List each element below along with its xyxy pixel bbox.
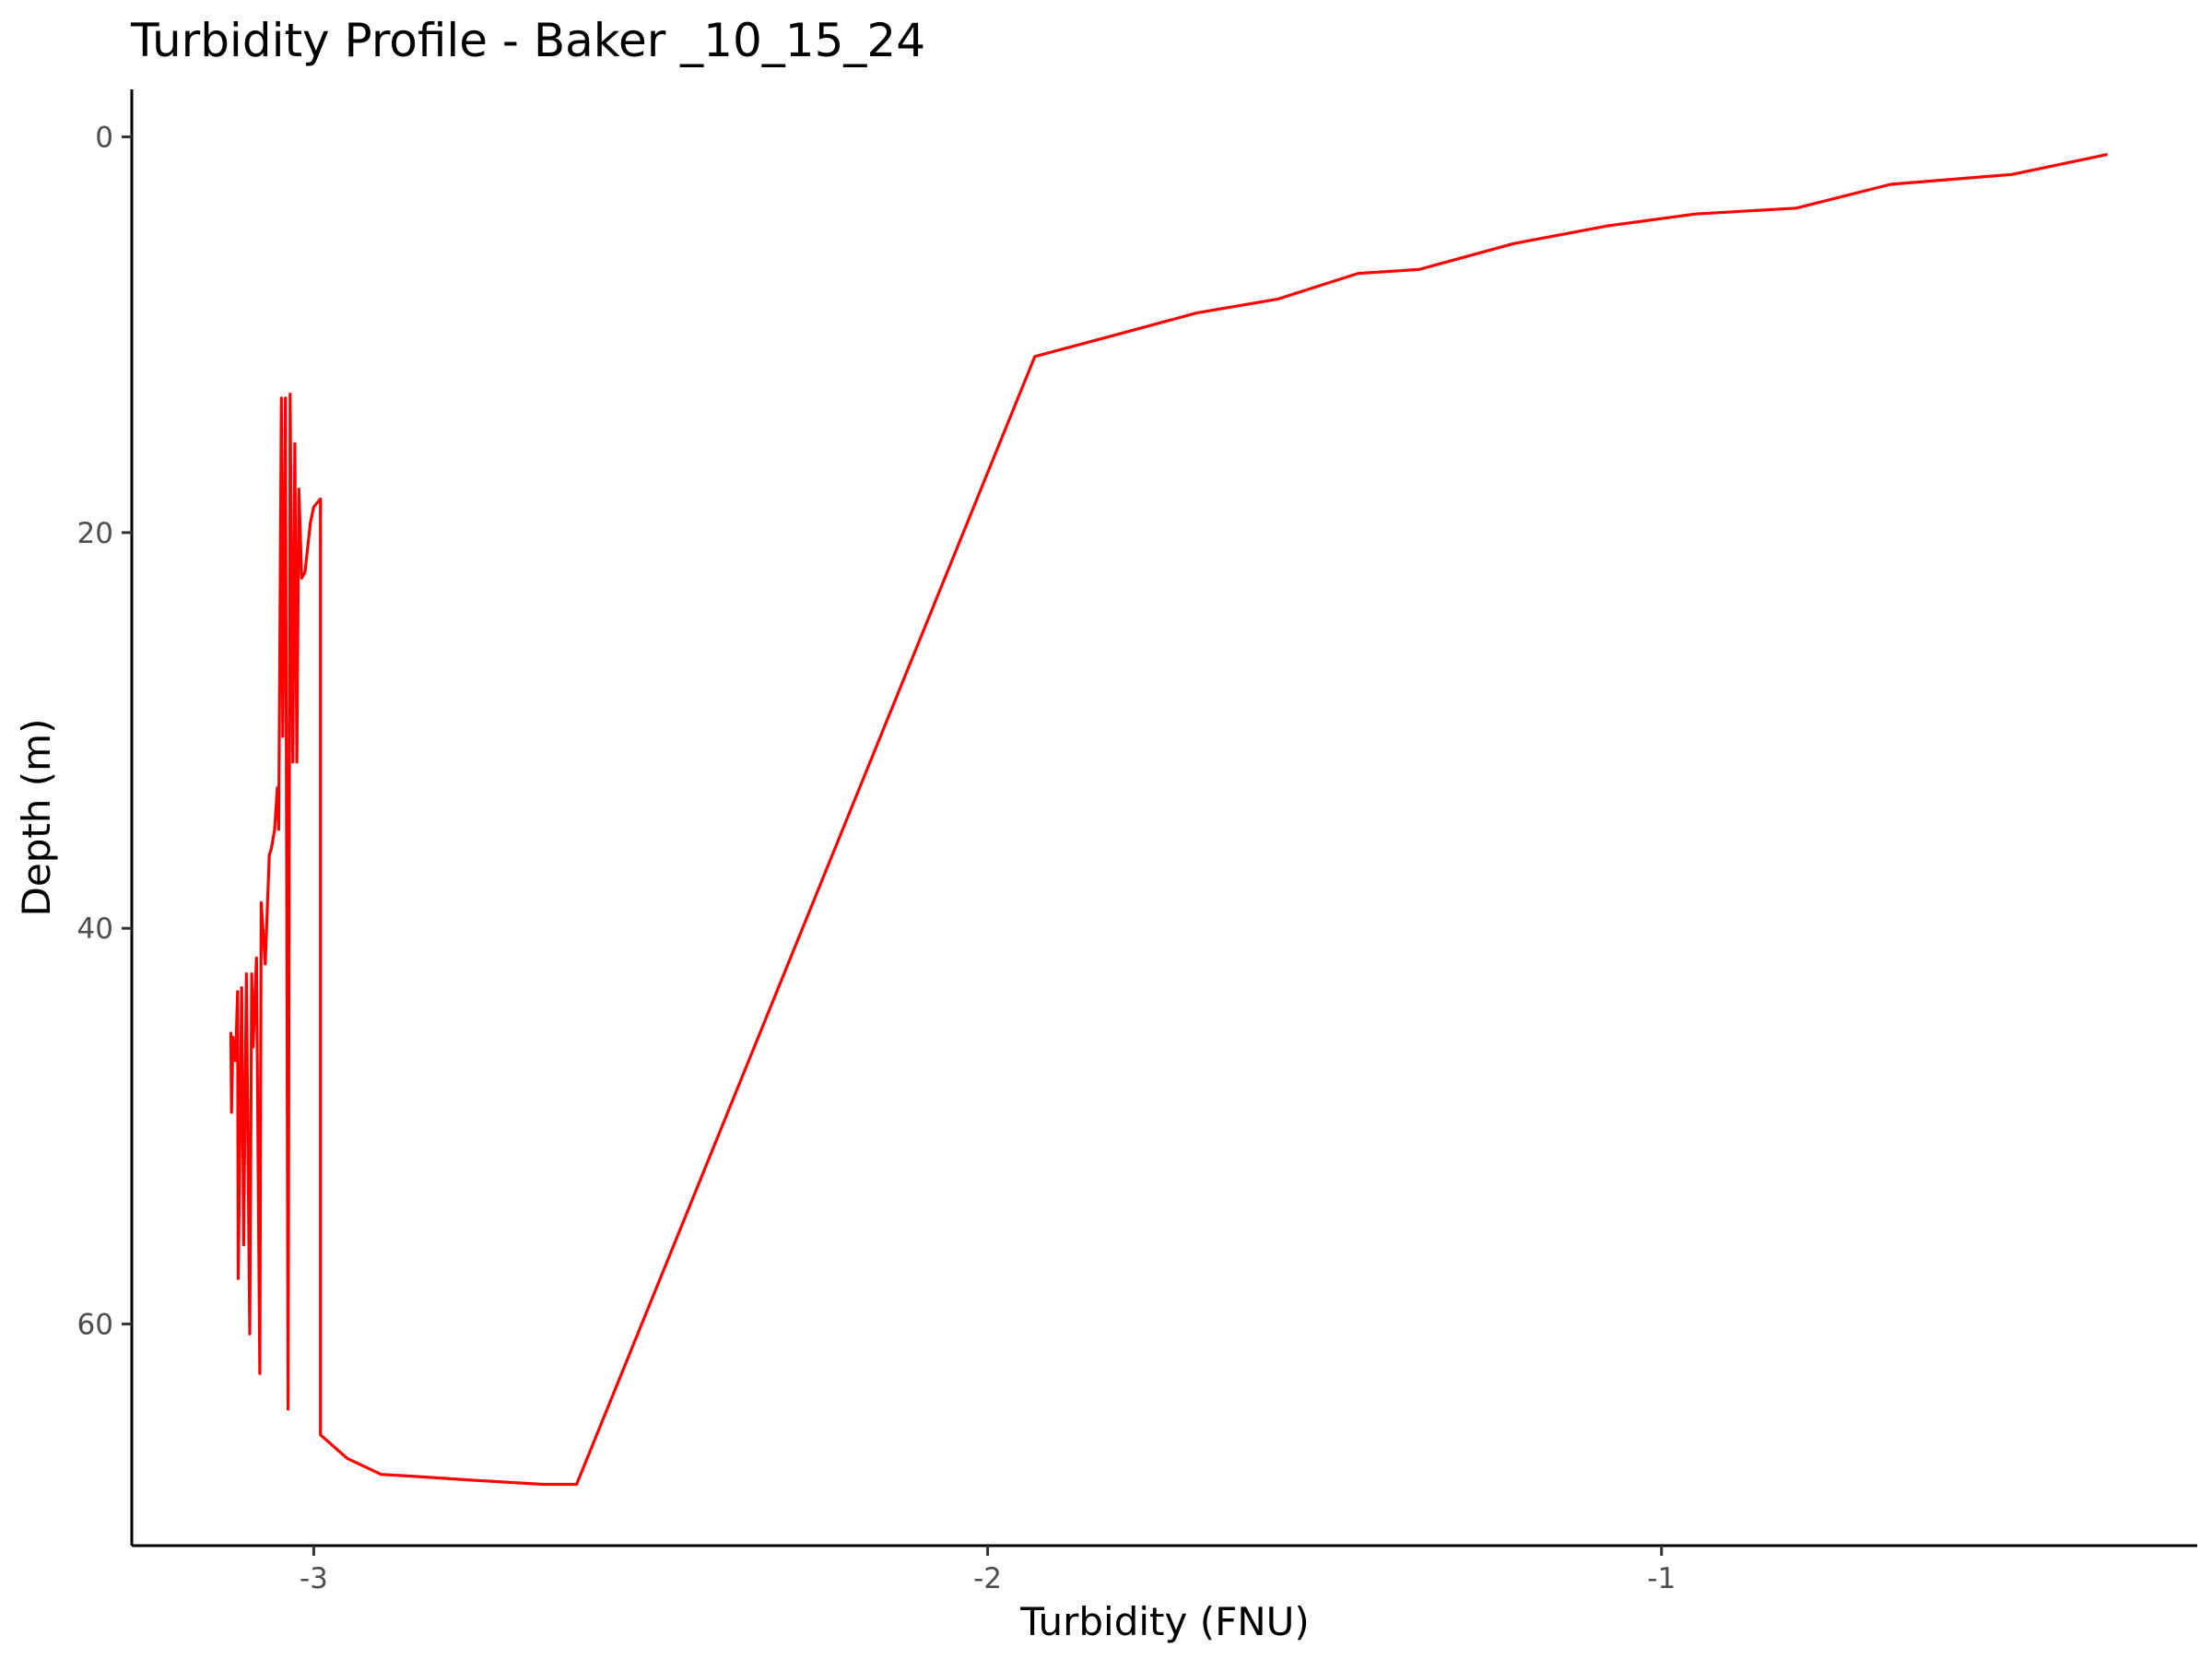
x-tick-label: -3 xyxy=(300,1562,328,1595)
x-tick-label: -2 xyxy=(973,1562,1002,1595)
turbidity-depth-line xyxy=(229,153,2108,1487)
y-tick-label: 40 xyxy=(77,912,113,946)
x-axis-title: Turbidity (FNU) xyxy=(1019,1599,1310,1644)
chart-title: Turbidity Profile - Baker _10_15_24 xyxy=(130,14,925,67)
x-axis-ticks: -3 -2 -1 xyxy=(300,1546,1676,1595)
y-tick-label: 60 xyxy=(77,1309,113,1342)
series-layer xyxy=(229,153,2108,1487)
x-tick-label: -1 xyxy=(1647,1562,1676,1595)
y-tick-label: 0 xyxy=(95,122,113,155)
y-axis-title: Depth (m) xyxy=(14,719,59,917)
y-axis-ticks: 0 20 40 60 xyxy=(77,122,132,1342)
y-tick-label: 20 xyxy=(77,517,113,550)
